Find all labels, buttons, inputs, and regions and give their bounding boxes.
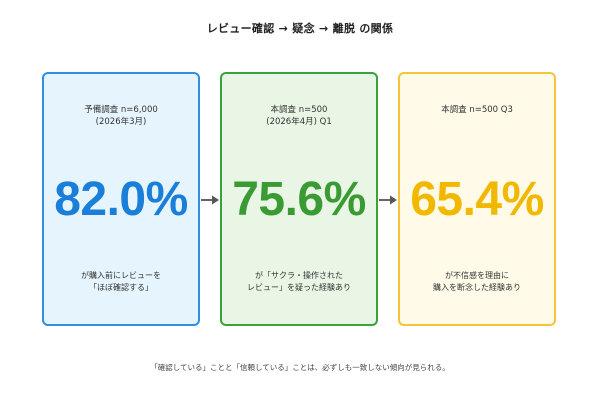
card-description: が「サクラ・操作された レビュー」を疑った経験あり [222,270,376,294]
card-value: 65.4% [410,173,544,226]
card-description-line: が購入前にレビューを [81,271,161,280]
card-value: 82.0% [54,173,188,226]
card-main-survey-q1: 本調査 n=500 (2026年4月) Q1 75.6% が「サクラ・操作された… [220,72,378,326]
card-main-survey-q3: 本調査 n=500 Q3 65.4% が不信感を理由に 購入を断念した経験あり [398,72,556,326]
card-value: 75.6% [232,173,366,226]
card-description: が不信感を理由に 購入を断念した経験あり [400,270,554,294]
card-description-line: 購入を断念した経験あり [433,283,521,292]
card-description-line: が不信感を理由に [445,271,509,280]
card-preliminary-survey: 予備調査 n=6,000 (2026年3月) 82.0% が購入前にレビューを … [42,72,200,326]
arrow-right-icon [379,195,397,205]
card-description-line: が「サクラ・操作された [255,271,343,280]
card-header-line: 予備調査 n=6,000 [84,105,158,115]
card-description-line: 「ほぼ確認する」 [89,283,153,292]
card-header-line: (2026年3月) [95,117,147,127]
footnote: 「確認している」ことと「信頼している」ことは、必ずしも一致しない傾向が見られる。 [150,363,450,372]
card-header-line: (2026年4月) Q1 [266,117,332,127]
card-header: 本調査 n=500 (2026年4月) Q1 [222,104,376,128]
diagram-title: レビュー確認 → 疑念 → 離脱 の関係 [206,22,394,35]
card-description: が購入前にレビューを 「ほぼ確認する」 [44,270,198,294]
card-header-line: 本調査 n=500 Q3 [441,105,513,115]
card-header-line: 本調査 n=500 [270,105,328,115]
arrow-right-icon [201,195,219,205]
card-header: 本調査 n=500 Q3 [400,104,554,116]
card-header: 予備調査 n=6,000 (2026年3月) [44,104,198,128]
card-description-line: レビュー」を疑った経験あり [247,283,351,292]
